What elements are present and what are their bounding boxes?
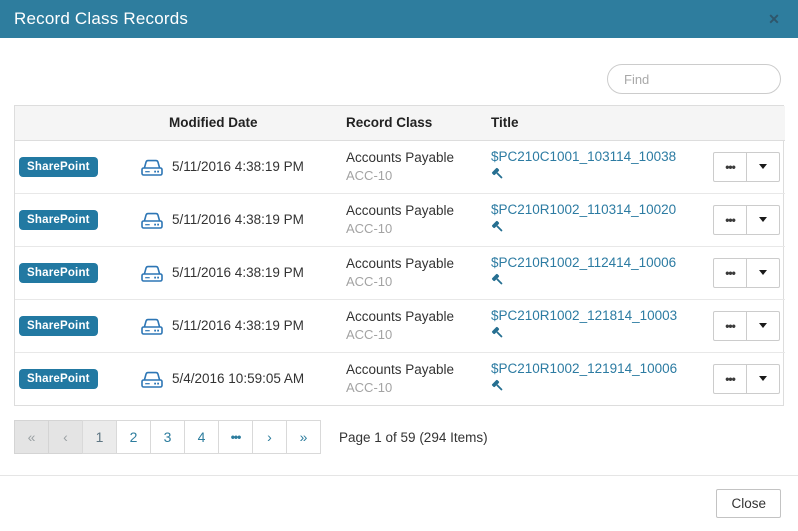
record-class-code: ACC-10 xyxy=(346,168,393,183)
pagination: « ‹ 1 2 3 4 ••• › » Page 1 of 59 (294 It… xyxy=(14,420,798,454)
close-icon[interactable]: ✕ xyxy=(768,10,780,27)
more-options-button[interactable]: ••• xyxy=(713,363,747,394)
drive-icon xyxy=(141,370,163,388)
column-header-title: Title xyxy=(476,106,701,141)
more-options-button[interactable]: ••• xyxy=(713,257,747,288)
find-input[interactable] xyxy=(607,64,781,94)
record-title-link[interactable]: $PC210R1002_121814_10003 xyxy=(491,307,678,323)
source-badge: SharePoint xyxy=(19,368,98,389)
gavel-icon xyxy=(491,272,701,292)
chevron-down-icon xyxy=(759,376,767,382)
record-class-code: ACC-10 xyxy=(346,221,393,236)
source-badge: SharePoint xyxy=(19,262,98,283)
gavel-icon xyxy=(491,379,701,398)
close-button[interactable]: Close xyxy=(716,489,781,518)
record-class-name: Accounts Payable xyxy=(346,362,455,378)
record-class-code: ACC-10 xyxy=(346,327,393,342)
record-title-link[interactable]: $PC210C1001_103114_10038 xyxy=(491,148,677,164)
record-class-name: Accounts Payable xyxy=(346,309,455,324)
modified-date: 5/11/2016 4:38:19 PM xyxy=(172,318,304,333)
more-options-button[interactable]: ••• xyxy=(713,310,747,341)
footer-divider xyxy=(0,475,798,476)
gavel-icon xyxy=(491,166,701,186)
modified-date: 5/11/2016 4:38:19 PM xyxy=(172,159,304,174)
column-header-record-class: Record Class xyxy=(331,106,476,141)
dialog-header: Record Class Records ✕ xyxy=(0,0,798,38)
table-row: SharePoint 5/11/2016 4:38:19 PM Accounts… xyxy=(15,193,785,246)
dropdown-button[interactable] xyxy=(746,310,780,341)
more-options-icon: ••• xyxy=(725,318,736,333)
table-row: SharePoint 5/11/2016 4:38:19 PM Accounts… xyxy=(15,246,785,299)
record-title-link[interactable]: $PC210R1002_121914_10006 xyxy=(491,360,678,376)
more-options-icon: ••• xyxy=(725,212,736,227)
pagination-page-3[interactable]: 3 xyxy=(150,420,185,454)
modified-date: 5/11/2016 4:38:19 PM xyxy=(172,265,304,280)
chevron-down-icon xyxy=(759,164,767,169)
chevron-down-icon xyxy=(759,217,767,222)
drive-icon xyxy=(141,264,163,282)
source-badge: SharePoint xyxy=(19,209,98,230)
column-header-actions xyxy=(701,106,785,141)
pagination-page-1[interactable]: 1 xyxy=(82,420,117,454)
chevron-down-icon xyxy=(759,270,767,275)
record-class-code: ACC-10 xyxy=(346,274,393,289)
dialog-footer: Close xyxy=(0,476,798,518)
column-header-source xyxy=(15,106,127,141)
pagination-prev-button: ‹ xyxy=(48,420,83,454)
chevron-down-icon xyxy=(759,323,767,328)
more-options-button[interactable]: ••• xyxy=(713,151,747,182)
record-title-link[interactable]: $PC210R1002_112414_10006 xyxy=(491,254,677,270)
dropdown-button[interactable] xyxy=(746,257,780,288)
dropdown-button[interactable] xyxy=(746,204,780,235)
table-row: SharePoint 5/11/2016 4:38:19 PM Accounts… xyxy=(15,299,785,352)
more-options-icon: ••• xyxy=(725,371,736,386)
records-table: Modified Date Record Class Title SharePo… xyxy=(14,105,785,406)
record-class-name: Accounts Payable xyxy=(346,203,455,218)
source-badge: SharePoint xyxy=(19,315,98,336)
drive-icon xyxy=(141,211,163,229)
table-row: SharePoint 5/4/2016 10:59:05 AM Accounts… xyxy=(15,352,785,405)
dropdown-button[interactable] xyxy=(746,151,780,182)
column-header-modified-date: Modified Date xyxy=(127,106,331,141)
drive-icon xyxy=(141,158,163,176)
record-title-link[interactable]: $PC210R1002_110314_10020 xyxy=(491,201,677,217)
pagination-next-button[interactable]: › xyxy=(252,420,287,454)
more-options-button[interactable]: ••• xyxy=(713,204,747,235)
table-header-row: Modified Date Record Class Title xyxy=(15,106,785,141)
pagination-first-button: « xyxy=(14,420,49,454)
modified-date: 5/11/2016 4:38:19 PM xyxy=(172,212,304,227)
pagination-page-2[interactable]: 2 xyxy=(116,420,151,454)
modified-date: 5/4/2016 10:59:05 AM xyxy=(172,371,305,387)
more-options-icon: ••• xyxy=(725,159,736,174)
record-class-code: ACC-10 xyxy=(346,380,393,396)
pagination-more-pages-button[interactable]: ••• xyxy=(218,420,253,454)
more-options-icon: ••• xyxy=(725,265,736,280)
pagination-page-4[interactable]: 4 xyxy=(184,420,219,454)
pagination-last-button[interactable]: » xyxy=(286,420,321,454)
table-row: SharePoint 5/11/2016 4:38:19 PM Accounts… xyxy=(15,140,785,193)
toolbar xyxy=(0,38,798,94)
gavel-icon xyxy=(491,219,701,239)
gavel-icon xyxy=(491,325,701,345)
record-class-name: Accounts Payable xyxy=(346,256,455,271)
drive-icon xyxy=(141,317,163,335)
record-class-name: Accounts Payable xyxy=(346,150,455,165)
dropdown-button[interactable] xyxy=(746,363,780,394)
pagination-info: Page 1 of 59 (294 Items) xyxy=(339,429,488,445)
dialog-title: Record Class Records xyxy=(14,9,189,28)
source-badge: SharePoint xyxy=(19,156,98,177)
